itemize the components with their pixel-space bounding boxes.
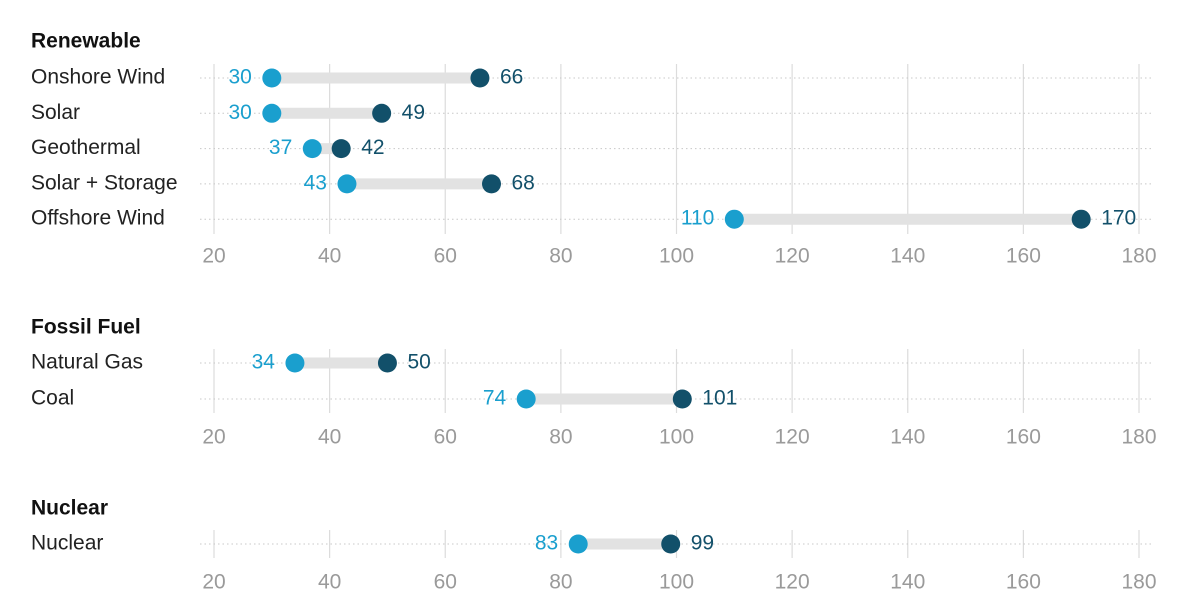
x-tick-label: 120: [775, 426, 810, 449]
x-tick-label: 100: [659, 571, 694, 594]
x-tick-label: 40: [318, 245, 341, 268]
group-title: Renewable: [31, 30, 141, 53]
x-tick-label: 40: [318, 571, 341, 594]
x-tick-label: 120: [775, 571, 810, 594]
high-value-dot: [482, 174, 501, 194]
x-tick-label: 20: [202, 571, 225, 594]
category-label: Nuclear: [31, 532, 103, 555]
x-tick-label: 160: [1006, 245, 1041, 268]
x-tick-label: 20: [202, 426, 225, 449]
x-tick-label: 100: [659, 426, 694, 449]
category-label: Natural Gas: [31, 351, 143, 374]
low-value-label: 30: [228, 101, 251, 124]
category-label: Solar: [31, 101, 80, 124]
x-tick-label: 140: [890, 571, 925, 594]
low-value-dot: [285, 353, 305, 373]
low-value-label: 34: [252, 351, 276, 374]
low-value-label: 74: [483, 387, 507, 410]
high-value-dot: [1071, 209, 1091, 229]
x-tick-label: 160: [1006, 426, 1041, 449]
chart-panel: Nuclear Nuclear 83 99 20 40 60 80 100 120 140 160 18…: [31, 497, 1157, 594]
low-value-dot: [262, 68, 282, 88]
low-value-dot: [516, 389, 536, 409]
x-tick-label: 160: [1006, 571, 1041, 594]
low-value-label: 30: [228, 66, 251, 89]
x-tick-label: 140: [890, 426, 925, 449]
high-value-label: 99: [691, 532, 714, 555]
category-label: Offshore Wind: [31, 207, 165, 230]
group-title: Fossil Fuel: [31, 316, 141, 339]
x-tick-label: 60: [434, 245, 457, 268]
chart-panel: Fossil Fuel Natural Gas 34 50 Coal 74 101 20 40 6…: [31, 316, 1157, 449]
low-value-dot: [262, 103, 282, 123]
high-value-label: 50: [407, 351, 430, 374]
chart-panel: Renewable Onshore Wind 30 66 Solar 30 49 Geothe…: [31, 30, 1157, 268]
high-value-dot: [331, 139, 351, 159]
x-tick-label: 40: [318, 426, 341, 449]
group-title: Nuclear: [31, 497, 108, 520]
high-value-label: 101: [702, 387, 737, 410]
high-value-dot: [372, 103, 392, 123]
low-value-label: 43: [304, 171, 327, 194]
high-value-dot: [377, 353, 397, 373]
x-tick-label: 180: [1121, 571, 1156, 594]
high-value-dot: [672, 389, 692, 409]
low-value-label: 37: [269, 136, 292, 159]
low-value-dot: [302, 139, 322, 159]
x-tick-label: 180: [1121, 426, 1156, 449]
low-value-label: 110: [681, 207, 714, 230]
x-tick-label: 80: [549, 426, 572, 449]
low-value-dot: [337, 174, 357, 194]
high-value-label: 68: [512, 171, 535, 194]
low-value-dot: [724, 209, 744, 229]
category-label: Onshore Wind: [31, 66, 165, 89]
high-value-label: 66: [500, 66, 523, 89]
high-value-label: 49: [402, 101, 425, 124]
x-tick-label: 20: [202, 245, 225, 268]
x-tick-label: 180: [1121, 245, 1156, 268]
x-tick-label: 80: [549, 571, 572, 594]
x-tick-label: 60: [434, 571, 457, 594]
high-value-label: 170: [1101, 207, 1136, 230]
high-value-dot: [661, 534, 681, 554]
category-label: Coal: [31, 387, 74, 410]
x-tick-label: 80: [549, 245, 572, 268]
x-tick-label: 140: [890, 245, 925, 268]
x-tick-label: 120: [775, 245, 810, 268]
low-value-label: 83: [535, 532, 558, 555]
x-tick-label: 100: [659, 245, 694, 268]
high-value-label: 42: [361, 136, 384, 159]
high-value-dot: [470, 68, 490, 88]
category-label: Solar + Storage: [31, 171, 178, 194]
x-tick-label: 60: [434, 426, 457, 449]
low-value-dot: [568, 534, 588, 554]
category-label: Geothermal: [31, 136, 141, 159]
